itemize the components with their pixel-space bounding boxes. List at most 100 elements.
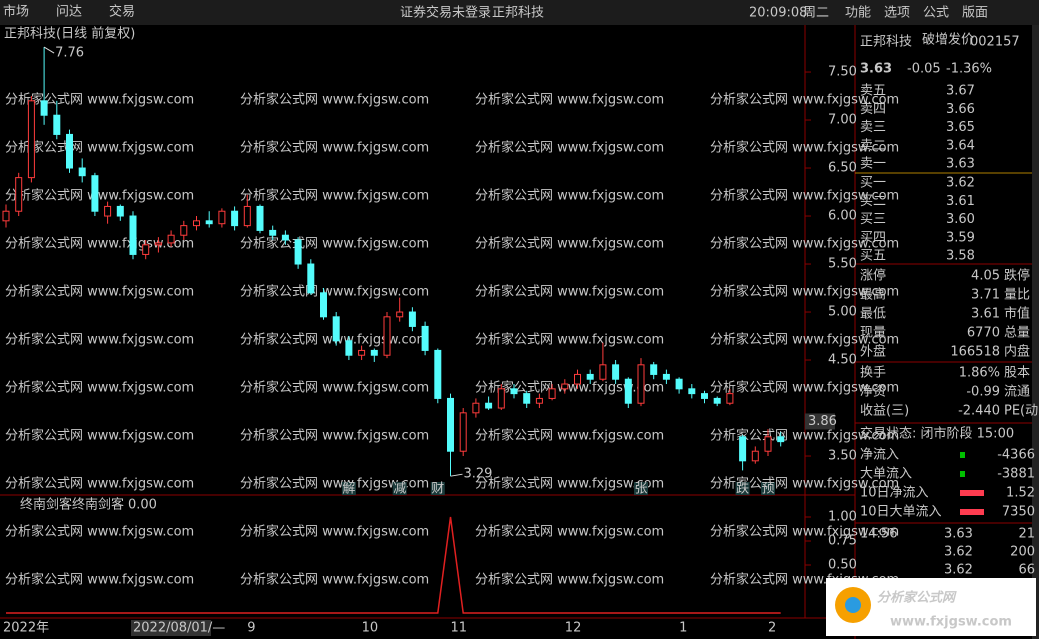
login-status: 证券交易未登录 xyxy=(400,5,491,21)
candle-body xyxy=(370,349,378,356)
watermark: 分析家公式网 www.fxjgsw.com xyxy=(475,332,664,348)
y-tick-label: 5.50 xyxy=(828,257,857,272)
flow-bar xyxy=(960,509,984,515)
tick-time: 14:56 xyxy=(860,527,897,542)
candle-body xyxy=(2,210,10,222)
candle-body xyxy=(91,175,99,212)
watermark: 分析家公式网 www.fxjgsw.com xyxy=(5,428,194,444)
book-price: 3.60 xyxy=(946,212,975,227)
candle-body xyxy=(66,133,73,169)
event-badge[interactable]: 解 xyxy=(342,482,355,497)
flow-label: 净流入 xyxy=(860,448,899,463)
candle-body xyxy=(421,325,429,351)
event-badge[interactable]: 跌 xyxy=(736,481,749,497)
x-tick-label: 2022年 xyxy=(3,621,49,636)
candle-body xyxy=(637,364,645,404)
cursor-price: 3.86 xyxy=(808,414,837,429)
indicator-name: 终南剑客 xyxy=(72,497,124,513)
book-price: 3.65 xyxy=(946,120,975,135)
watermark: 分析家公式网 www.fxjgsw.com xyxy=(240,428,429,444)
candle-body xyxy=(396,311,404,318)
menu-item[interactable]: 功能 xyxy=(845,6,871,21)
stat-label: 现量 xyxy=(860,326,886,341)
event-badge[interactable]: 减 xyxy=(393,482,406,497)
watermark: 分析家公式网 www.fxjgsw.com xyxy=(475,380,664,396)
watermark: 分析家公式网 www.fxjgsw.com xyxy=(475,284,664,300)
book-price: 3.66 xyxy=(946,102,975,117)
candle-body xyxy=(27,100,35,179)
tick-volume: 66 xyxy=(1018,563,1035,578)
candle-body xyxy=(764,436,772,452)
flow-bar xyxy=(960,471,965,477)
scrollbar[interactable] xyxy=(1032,25,1039,639)
logo-url: www.fxjgsw.com xyxy=(890,615,1012,630)
candle-body xyxy=(726,393,734,404)
watermark: 分析家公式网 www.fxjgsw.com xyxy=(710,92,899,108)
trade-state: 交易状态: 闭市阶段 15:00 xyxy=(860,426,1014,442)
candle-body xyxy=(510,388,518,395)
book-price: 3.64 xyxy=(946,138,975,153)
candle-body xyxy=(40,100,48,116)
y-tick-label: 7.00 xyxy=(828,113,857,128)
stat-label: 市值 xyxy=(1004,306,1030,322)
watermark: 分析家公式网 www.fxjgsw.com xyxy=(240,236,429,252)
event-badge-bg xyxy=(392,482,407,495)
y-tick-label: 5.00 xyxy=(828,305,857,320)
x-tick-label: 10 xyxy=(362,621,379,636)
menu-item[interactable]: 公式 xyxy=(923,6,949,21)
menu-item[interactable]: 选项 xyxy=(884,6,910,21)
flow-value: -4366 xyxy=(997,448,1035,463)
x-tick-label: 11 xyxy=(451,621,468,636)
change-pct: -1.36% xyxy=(946,62,992,77)
high-pointer xyxy=(43,46,55,54)
y-tick-label: 0.75 xyxy=(828,533,857,548)
x-tick-label: 12 xyxy=(565,621,582,636)
flow-label: 10日净流入 xyxy=(860,486,929,501)
book-level: 卖五 xyxy=(860,84,886,99)
watermark: 分析家公式网 www.fxjgsw.com xyxy=(710,140,899,156)
flow-value: 7350 xyxy=(1002,505,1035,520)
x-tick-label: 9 xyxy=(247,621,255,636)
book-level: 卖三 xyxy=(860,120,886,135)
candle-body xyxy=(523,393,531,404)
book-price: 3.63 xyxy=(946,157,975,172)
watermark: 分析家公式网 www.fxjgsw.com xyxy=(240,188,429,204)
event-badge[interactable]: 张 xyxy=(634,482,647,497)
flow-bar xyxy=(960,452,965,458)
watermark: 分析家公式网 www.fxjgsw.com xyxy=(240,572,429,588)
event-badge[interactable]: 预 xyxy=(761,482,774,497)
stat-label: 收益(三) xyxy=(860,404,909,419)
weekday: 周二 xyxy=(803,6,829,21)
stock-tag: 破增发价 xyxy=(922,32,974,48)
watermark: 分析家公式网 www.fxjgsw.com xyxy=(240,284,429,300)
watermark: 分析家公式网 www.fxjgsw.com xyxy=(5,572,194,588)
stat-label: 净资 xyxy=(860,385,886,400)
candle-body xyxy=(256,205,264,231)
candle-body xyxy=(53,114,61,135)
stat-value: 3.71 xyxy=(971,288,1000,303)
candle-body xyxy=(231,210,239,227)
stat-label: 换手 xyxy=(860,366,886,381)
watermark: 分析家公式网 www.fxjgsw.com xyxy=(475,92,664,108)
event-badge[interactable]: 财 xyxy=(431,482,444,497)
candle-body xyxy=(561,383,569,390)
candle-body xyxy=(104,205,112,217)
stat-label: 流通 xyxy=(1004,385,1030,400)
candle-body xyxy=(739,436,747,462)
watermark: 分析家公式网 www.fxjgsw.com xyxy=(240,476,429,492)
watermark: 分析家公式网 www.fxjgsw.com xyxy=(5,236,194,252)
menu-item[interactable]: 版面 xyxy=(962,6,988,21)
watermark: 分析家公式网 www.fxjgsw.com xyxy=(710,284,899,300)
candle-body xyxy=(459,412,467,452)
tick-price: 3.63 xyxy=(944,527,973,542)
watermark: 分析家公式网 www.fxjgsw.com xyxy=(475,476,664,492)
chart-title: 正邦科技(日线 前复权) xyxy=(4,26,135,42)
watermark: 分析家公式网 www.fxjgsw.com xyxy=(240,140,429,156)
menu-item[interactable]: 交易 xyxy=(109,4,135,20)
indicator-value: 0.00 xyxy=(128,498,157,513)
menu-item[interactable]: 问达 xyxy=(56,5,82,20)
menu-item[interactable]: 市场 xyxy=(3,4,29,20)
low-pointer xyxy=(450,473,463,477)
stock-name: 正邦科技 xyxy=(860,35,912,50)
